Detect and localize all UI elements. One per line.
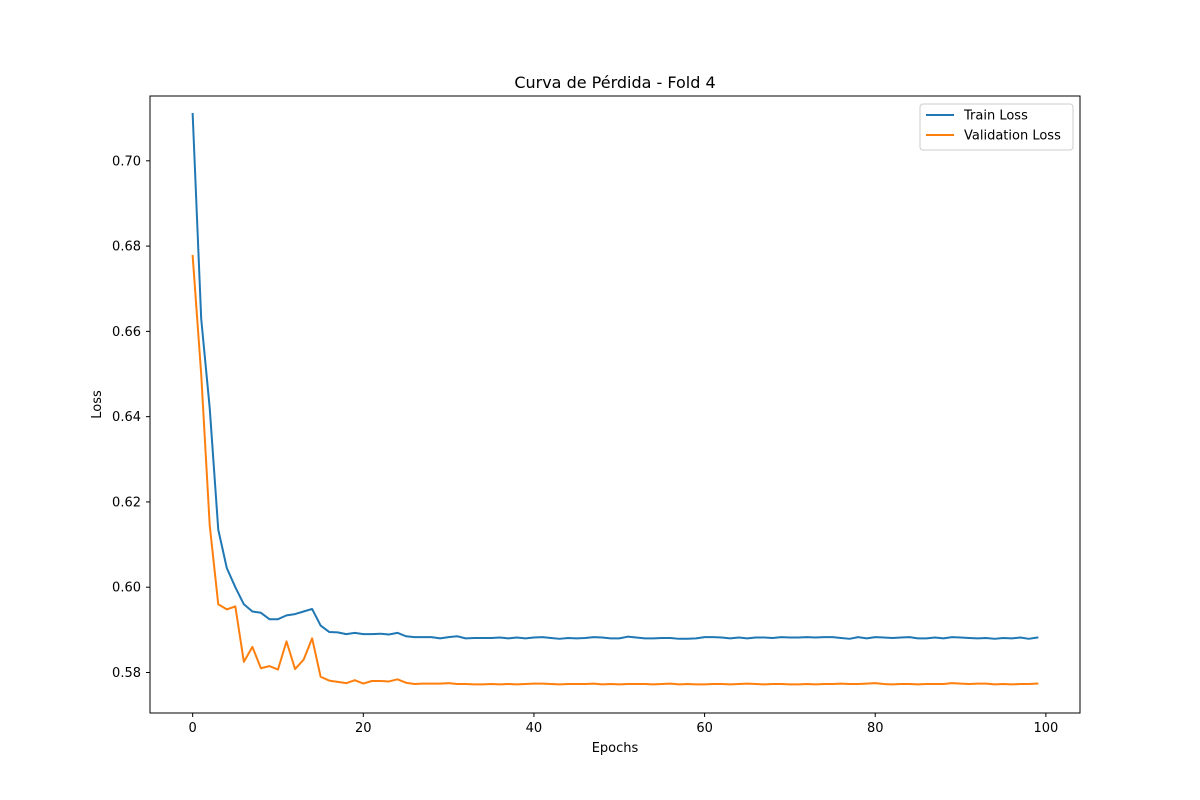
y-tick-label: 0.70 (112, 154, 141, 169)
y-tick-label: 0.62 (112, 495, 141, 510)
legend: Train Loss Validation Loss (919, 103, 1074, 151)
x-tick-label: 20 (355, 721, 372, 736)
chart-title: Curva de Pérdida - Fold 4 (514, 73, 715, 92)
x-tick-label: 60 (696, 721, 713, 736)
y-tick-label: 0.58 (112, 666, 141, 681)
x-tick-label: 80 (867, 721, 884, 736)
series-layer (191, 112, 1039, 686)
plot-frame (149, 95, 1081, 714)
series-line-validation-loss (191, 254, 1039, 686)
x-tick-label: 40 (526, 721, 543, 736)
y-axis: 0.58 0.60 0.62 0.64 0.66 0.68 0.70 (112, 154, 150, 681)
x-axis-label: Epochs (592, 741, 639, 756)
legend-label-validation: Validation Loss (964, 129, 1061, 144)
y-tick-label: 0.60 (112, 581, 141, 596)
series-line-train-loss (191, 112, 1039, 640)
plot-area (150, 96, 1080, 713)
x-axis: 0 20 40 60 80 100 (189, 713, 1058, 736)
x-tick-label: 0 (189, 721, 197, 736)
legend-box (919, 103, 1074, 151)
x-tick-label: 100 (1033, 721, 1058, 736)
y-tick-label: 0.66 (112, 325, 141, 340)
y-tick-label: 0.64 (112, 410, 141, 425)
y-axis-label: Loss (90, 390, 105, 419)
legend-label-train: Train Loss (963, 109, 1028, 124)
y-tick-label: 0.68 (112, 240, 141, 255)
